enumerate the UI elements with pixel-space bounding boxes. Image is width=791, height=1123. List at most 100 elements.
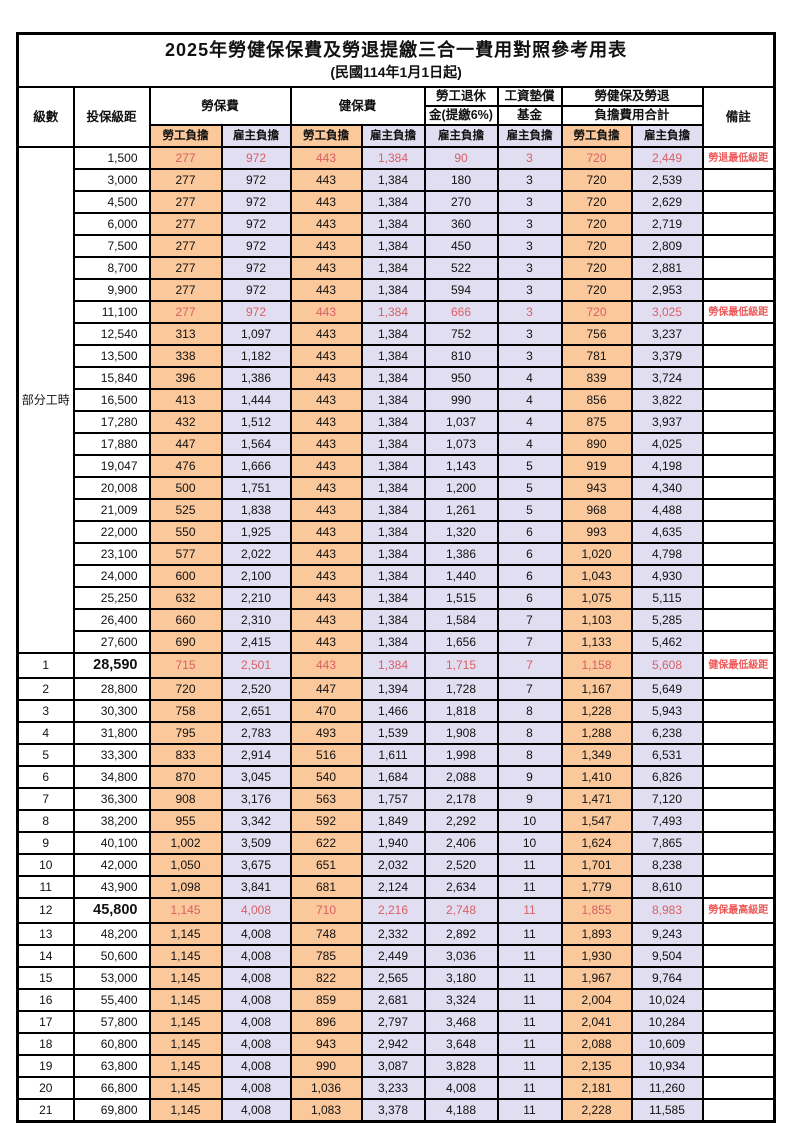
total-employee-cell: 720 (560, 256, 633, 280)
total-employer-cell: 2,449 (630, 146, 704, 170)
total-employer-cell: 10,934 (630, 1054, 704, 1078)
subheader-wage-fund-employer: 雇主負擔 (496, 124, 563, 148)
total-employee-cell: 993 (560, 520, 633, 544)
bracket-cell: 48,200 (72, 922, 151, 946)
total-employer-cell: 3,822 (630, 388, 704, 412)
total-employee-cell: 1,893 (560, 922, 633, 946)
pension-employer-cell: 1,998 (423, 743, 499, 767)
pension-employer-cell: 2,088 (423, 765, 499, 789)
total-employee-cell: 720 (560, 168, 633, 192)
wage-fund-employer-cell: 3 (496, 190, 563, 214)
health-ins-employer-cell: 1,384 (360, 168, 426, 192)
labor-ins-employee-cell: 277 (148, 168, 223, 192)
total-employer-cell: 3,937 (630, 410, 704, 434)
pension-employer-cell: 2,406 (423, 831, 499, 855)
total-employer-cell: 4,025 (630, 432, 704, 456)
total-employee-cell: 919 (560, 454, 633, 478)
level-cell: 16 (16, 988, 75, 1012)
level-cell: 4 (16, 721, 75, 745)
title-block: 2025年勞健保保費及勞退提繳三合一費用對照參考用表 (民國114年1月1日起) (16, 32, 776, 88)
labor-ins-employer-cell: 1,182 (220, 344, 292, 368)
total-employer-cell: 3,025 (630, 300, 704, 324)
total-employer-cell: 4,340 (630, 476, 704, 500)
subheader-total-employee: 勞工負擔 (560, 124, 633, 148)
total-employee-cell: 839 (560, 366, 633, 390)
col-header-wage-fund-line1: 工資墊償 (496, 86, 563, 107)
remark-cell (701, 721, 776, 745)
health-ins-employer-cell: 2,216 (360, 897, 426, 924)
wage-fund-employer-cell: 6 (496, 542, 563, 566)
table-row: 15,840 396 1,386 443 1,384 950 4 839 3,724 (18, 366, 776, 390)
col-header-pension-line1: 勞工退休 (423, 86, 499, 107)
wage-fund-employer-cell: 8 (496, 721, 563, 745)
total-employee-cell: 781 (560, 344, 633, 368)
bracket-cell: 13,500 (72, 344, 151, 368)
health-ins-employee-cell: 443 (289, 630, 363, 654)
wage-fund-employer-cell: 7 (496, 630, 563, 654)
total-employer-cell: 6,238 (630, 721, 704, 745)
bracket-cell: 22,000 (72, 520, 151, 544)
health-ins-employee-cell: 443 (289, 542, 363, 566)
health-ins-employee-cell: 443 (289, 256, 363, 280)
table-row: 10 42,000 1,050 3,675 651 2,032 2,520 11 1,701 8,… (16, 853, 776, 877)
labor-ins-employee-cell: 1,145 (148, 1054, 223, 1078)
wage-fund-employer-cell: 11 (496, 875, 563, 899)
labor-ins-employer-cell: 1,386 (220, 366, 292, 390)
remark-cell: 健保最低級距 (701, 652, 776, 679)
wage-fund-employer-cell: 9 (496, 765, 563, 789)
labor-ins-employer-cell: 1,444 (220, 388, 292, 412)
remark-cell (701, 476, 776, 500)
remark-cell (701, 922, 776, 946)
health-ins-employer-cell: 3,378 (360, 1098, 426, 1123)
level-cell: 15 (16, 966, 75, 990)
health-ins-employee-cell: 493 (289, 721, 363, 745)
bracket-cell: 24,000 (72, 564, 151, 588)
labor-ins-employee-cell: 277 (148, 212, 223, 236)
labor-ins-employer-cell: 4,008 (220, 966, 292, 990)
bracket-cell: 12,540 (72, 322, 151, 346)
pension-employer-cell: 3,324 (423, 988, 499, 1012)
pension-employer-cell: 3,468 (423, 1010, 499, 1034)
pension-employer-cell: 2,292 (423, 809, 499, 833)
wage-fund-employer-cell: 7 (496, 677, 563, 701)
wage-fund-employer-cell: 11 (496, 1032, 563, 1056)
labor-ins-employer-cell: 972 (220, 146, 292, 170)
bracket-cell: 30,300 (72, 699, 151, 723)
health-ins-employee-cell: 443 (289, 608, 363, 632)
labor-ins-employer-cell: 4,008 (220, 922, 292, 946)
health-ins-employee-cell: 443 (289, 520, 363, 544)
pension-employer-cell: 1,200 (423, 476, 499, 500)
total-employee-cell: 720 (560, 190, 633, 214)
health-ins-employer-cell: 1,611 (360, 743, 426, 767)
pension-employer-cell: 950 (423, 366, 499, 390)
labor-ins-employee-cell: 277 (148, 190, 223, 214)
bracket-cell: 31,800 (72, 721, 151, 745)
table-row: 13 48,200 1,145 4,008 748 2,332 2,892 11 1,893 9,… (16, 922, 776, 946)
total-employer-cell: 11,260 (630, 1076, 704, 1100)
table-row: 9 40,100 1,002 3,509 622 1,940 2,406 10 1,624 7,8… (16, 831, 776, 855)
table-row: 17,280 432 1,512 443 1,384 1,037 4 875 3,937 (18, 410, 776, 434)
col-header-bracket: 投保級距 (72, 86, 151, 148)
total-employer-cell: 2,953 (630, 278, 704, 302)
table-row: 21 69,800 1,145 4,008 1,083 3,378 4,188 11 2,228… (16, 1098, 776, 1123)
health-ins-employer-cell: 1,394 (360, 677, 426, 701)
total-employer-cell: 8,238 (630, 853, 704, 877)
labor-ins-employer-cell: 1,097 (220, 322, 292, 346)
wage-fund-employer-cell: 3 (496, 322, 563, 346)
total-employee-cell: 2,041 (560, 1010, 633, 1034)
bracket-cell: 27,600 (72, 630, 151, 654)
header-row-2: 金(提繳6%) 基金 負擔費用合計 (18, 105, 775, 126)
level-cell: 17 (16, 1010, 75, 1034)
pension-employer-cell: 1,037 (423, 410, 499, 434)
table-row: 5 33,300 833 2,914 516 1,611 1,998 8 1,349 6,531 (16, 743, 776, 767)
total-employee-cell: 756 (560, 322, 633, 346)
health-ins-employer-cell: 2,124 (360, 875, 426, 899)
wage-fund-employer-cell: 5 (496, 454, 563, 478)
total-employee-cell: 2,004 (560, 988, 633, 1012)
table-row: 16 55,400 1,145 4,008 859 2,681 3,324 11 2,004 10… (16, 988, 776, 1012)
total-employee-cell: 1,410 (560, 765, 633, 789)
pension-employer-cell: 2,520 (423, 853, 499, 877)
total-employer-cell: 8,610 (630, 875, 704, 899)
bracket-cell: 25,250 (72, 586, 151, 610)
bracket-cell: 28,590 (72, 652, 151, 679)
